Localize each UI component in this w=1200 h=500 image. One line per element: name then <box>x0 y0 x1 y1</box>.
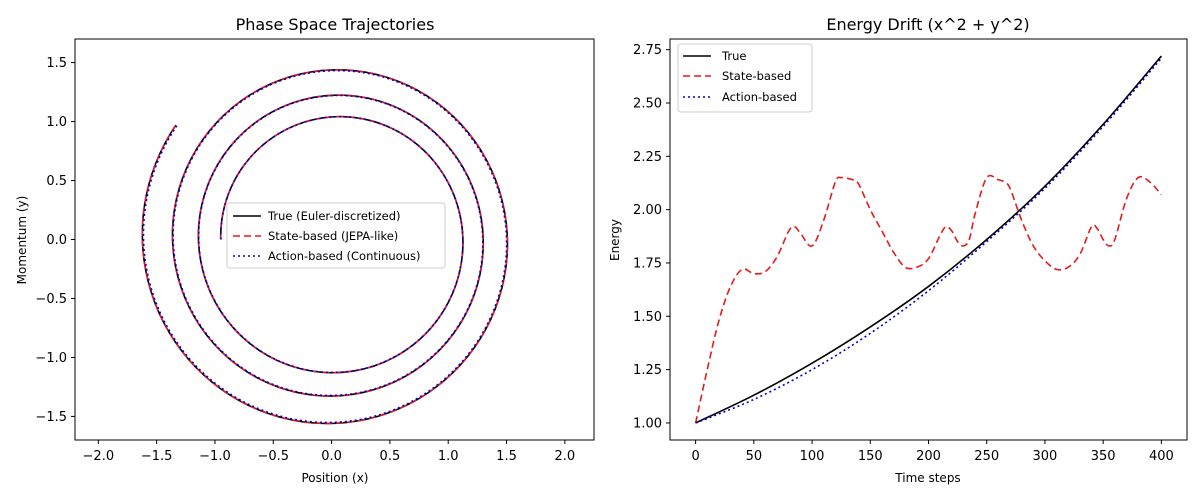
legend-label-state-energy: State-based <box>722 69 791 83</box>
legend-label-action-energy: Action-based <box>722 90 797 104</box>
energy-drift-xtick-label: 350 <box>1091 449 1116 464</box>
phase-space-xtick-label: 1.0 <box>438 449 459 464</box>
energy-drift-ytick-label: 2.50 <box>633 96 662 111</box>
phase-space-xtick-label: −0.5 <box>257 449 289 464</box>
energy-drift-ytick-label: 2.25 <box>633 150 662 165</box>
energy-drift-xtick-label: 50 <box>746 449 763 464</box>
energy-drift-series-group <box>694 55 1162 424</box>
energy-drift-x-ticks: 0 50 100 150 200 250 300 350 400 <box>691 440 1174 464</box>
phase-space-ytick-label: −1.5 <box>35 410 67 425</box>
energy-drift-ytick-label: 1.25 <box>633 363 662 378</box>
energy-line-true <box>695 55 1162 424</box>
phase-space-series-group <box>141 69 509 425</box>
energy-drift-y-ticks: 1.00 1.25 1.50 1.75 2.00 2.25 2.50 2.75 <box>633 43 670 431</box>
phase-space-xtick-label: −1.0 <box>199 449 231 464</box>
phase-space-xtick-label: 0.5 <box>380 449 401 464</box>
legend-label-state: State-based (JEPA-like) <box>268 229 398 243</box>
energy-drift-xtick-label: 400 <box>1149 449 1174 464</box>
phase-space-xtick-label: 0.0 <box>321 449 342 464</box>
energy-drift-ytick-label: 1.50 <box>633 310 662 325</box>
phase-space-x-ticks: −2.0 −1.5 −1.0 −0.5 0.0 0.5 1.0 1.5 2.0 <box>83 440 575 464</box>
energy-drift-xlabel: Time steps <box>894 471 960 485</box>
phase-space-xtick-label: 1.5 <box>496 449 517 464</box>
phase-space-xtick-label: −2.0 <box>83 449 115 464</box>
energy-drift-ytick-label: 2.75 <box>633 43 662 58</box>
energy-drift-legend-box <box>677 43 813 113</box>
phase-space-title: Phase Space Trajectories <box>236 15 435 34</box>
phase-space-ytick-label: 1.5 <box>46 56 67 71</box>
legend-label-true: True (Euler-discretized) <box>267 209 401 223</box>
energy-line-state-based <box>694 174 1162 424</box>
phase-space-ytick-label: 0.5 <box>46 174 67 189</box>
phase-space-y-ticks: −1.5 −1.0 −0.5 0.0 0.5 1.0 1.5 <box>35 56 75 425</box>
energy-drift-ylabel: Energy <box>608 219 622 261</box>
phase-space-ytick-label: −0.5 <box>35 292 67 307</box>
phase-space-ylabel: Momentum (y) <box>15 196 29 285</box>
phase-space-xtick-label: −1.5 <box>141 449 173 464</box>
phase-space-legend: True (Euler-discretized) State-based (JE… <box>226 202 446 269</box>
energy-drift-ytick-label: 1.00 <box>633 416 662 431</box>
phase-space-chart: Phase Space Trajectories Position (x) Mo… <box>15 15 595 485</box>
energy-drift-xtick-label: 150 <box>858 449 883 464</box>
phase-space-xlabel: Position (x) <box>301 471 368 485</box>
phase-space-legend-box <box>226 202 446 269</box>
energy-drift-xtick-label: 200 <box>916 449 941 464</box>
energy-drift-xtick-label: 100 <box>800 449 825 464</box>
phase-space-plot-area <box>74 38 595 441</box>
legend-label-action: Action-based (Continuous) <box>268 249 420 263</box>
energy-drift-title: Energy Drift (x^2 + y^2) <box>826 15 1029 34</box>
energy-drift-chart: Energy Drift (x^2 + y^2) Time steps Ener… <box>608 15 1188 485</box>
energy-line-action-based <box>695 57 1162 424</box>
energy-drift-ytick-label: 1.75 <box>633 256 662 271</box>
energy-drift-legend: True State-based Action-based <box>677 43 813 113</box>
energy-drift-xtick-label: 300 <box>1033 449 1058 464</box>
energy-drift-xtick-label: 0 <box>691 449 699 464</box>
phase-space-ytick-label: 0.0 <box>46 233 67 248</box>
phase-space-ytick-label: −1.0 <box>35 351 67 366</box>
energy-drift-xtick-label: 250 <box>974 449 999 464</box>
energy-drift-ytick-label: 2.00 <box>633 203 662 218</box>
phase-space-ytick-label: 1.0 <box>46 115 67 130</box>
phase-space-xtick-label: 2.0 <box>554 449 575 464</box>
phase-line-action-based-continuous <box>142 69 508 424</box>
legend-label-true-energy: True <box>721 49 746 63</box>
